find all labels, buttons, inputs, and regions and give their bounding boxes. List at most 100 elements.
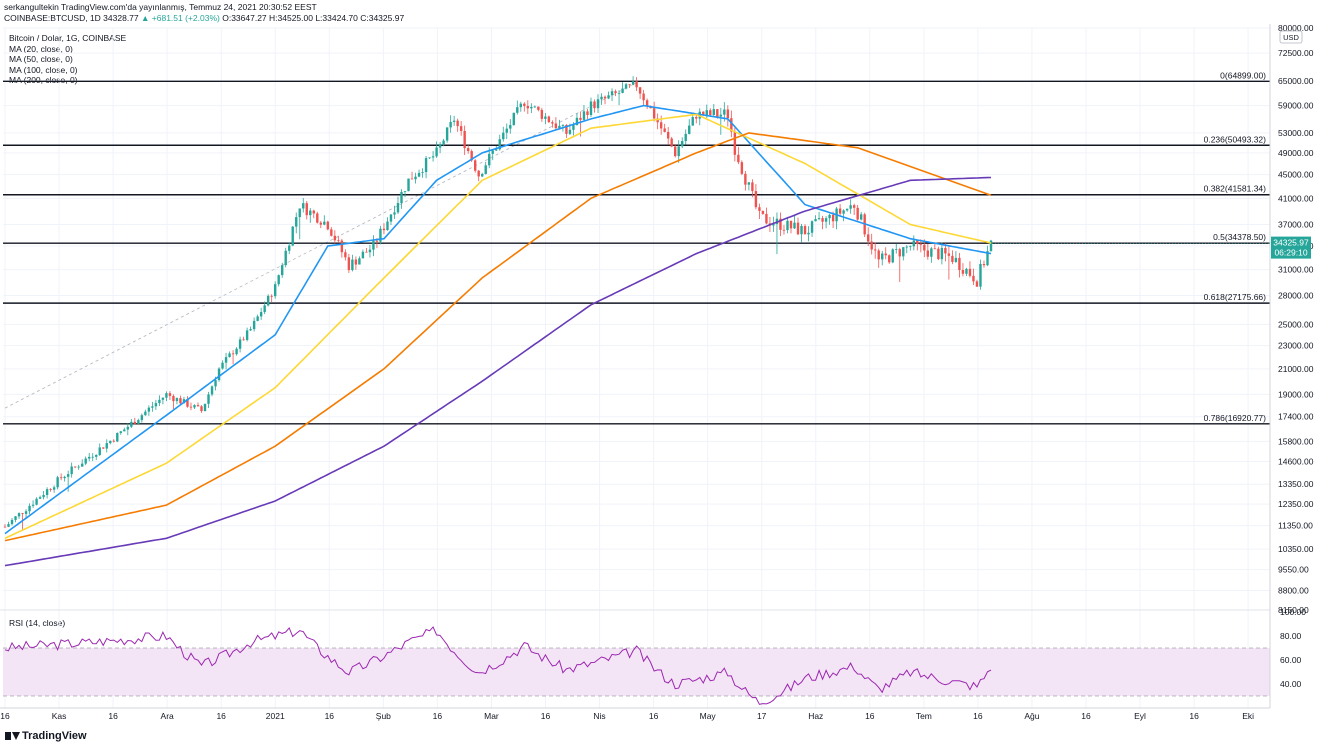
candle [579,111,582,137]
candle [158,395,161,407]
candle [982,260,986,268]
candle-body [912,240,916,247]
candle-body [459,126,463,131]
candle [319,220,323,229]
candle-body [670,138,673,147]
candle-body [14,516,17,520]
candle-body [568,129,572,134]
candle-body [214,380,217,387]
candle [266,294,270,307]
candle [958,252,961,278]
candle [312,209,315,219]
candle-body [154,403,158,407]
candle [554,117,558,131]
candle-body [859,214,863,220]
candle [533,105,537,108]
publisher-line: serkangultekin TradingView.com'da yayınl… [4,2,317,12]
price-tick-label: 59000.00 [1278,101,1314,111]
candle [414,172,417,184]
candle [817,211,821,221]
candle-body [196,405,200,407]
candle [940,242,944,265]
candle-body [382,228,386,231]
candle [200,405,203,413]
candle [245,327,249,342]
candle-body [130,421,133,427]
candle-body [10,519,14,525]
candle-body [351,259,354,271]
candle-body [688,125,691,134]
candle-body [312,210,315,214]
candle-body [84,458,87,464]
candle [954,251,958,263]
candle [102,447,105,449]
candle-body [495,149,498,151]
legend-ma50[interactable]: MA (50, close, 0) [9,54,73,65]
candle-body [673,146,677,157]
candle-body [617,92,621,94]
candle-body [295,217,298,227]
candle-body [968,268,972,276]
candle-body [323,221,326,225]
candle [505,123,508,140]
candle-body [782,229,786,231]
candle-body [923,244,926,251]
candle [140,413,144,423]
candle-body [449,121,452,128]
time-tick-label: Tem [916,711,932,721]
legend-ma20[interactable]: MA (20, close, 0) [9,43,73,54]
candle [358,256,361,265]
candle [144,409,147,416]
candle [438,142,442,154]
candle [77,464,80,470]
rsi-tick-label: 80.00 [1280,631,1302,641]
candle [754,184,758,210]
legend-title[interactable]: Bitcoin / Dolar, 1G, COINBASE [9,33,127,43]
candle [316,211,319,224]
candle-body [589,101,593,116]
ma100-line [4,132,992,542]
time-tick-label: 16 [216,711,226,721]
candle [354,256,358,270]
candle-body [428,157,431,159]
candle [726,105,730,127]
candle [898,247,901,282]
candle-body [400,191,403,204]
candle [302,198,305,213]
candle-body [849,205,852,209]
price-tick-label: 28000.00 [1278,291,1314,301]
candle-body [365,251,368,253]
candle-body [909,246,912,248]
candle [684,129,687,145]
price-tick-label: 8800.00 [1278,585,1309,595]
candle [130,418,133,429]
candle-body [870,241,873,250]
candle-body [856,207,859,220]
candle [35,497,38,506]
candle [544,112,547,125]
candle [796,217,800,236]
candle-body [681,141,684,147]
indicator-legend: Bitcoin / Dolar, 1G, COINBASE MA (20, cl… [9,33,126,86]
candle-body [151,406,154,408]
candle-body [779,218,782,230]
candle-body [256,316,259,321]
candle [870,233,873,255]
candle-body [702,111,705,116]
legend-ma100[interactable]: MA (100, close, 0) [9,64,78,75]
candle-body [207,394,210,404]
price-tick-label: 53000.00 [1278,128,1314,138]
candle-body [758,207,761,211]
candle [842,209,845,222]
legend-ma200[interactable]: MA (200, close, 0) [9,75,78,86]
candle-body [126,426,130,430]
candle-body [828,214,831,219]
candle-body [845,208,849,211]
candle [961,263,965,277]
candle-body [551,122,554,124]
rsi-legend[interactable]: RSI (14, close) [9,618,66,628]
candle [523,102,526,112]
candle-body [140,415,144,421]
currency-badge[interactable] [1279,30,1303,44]
